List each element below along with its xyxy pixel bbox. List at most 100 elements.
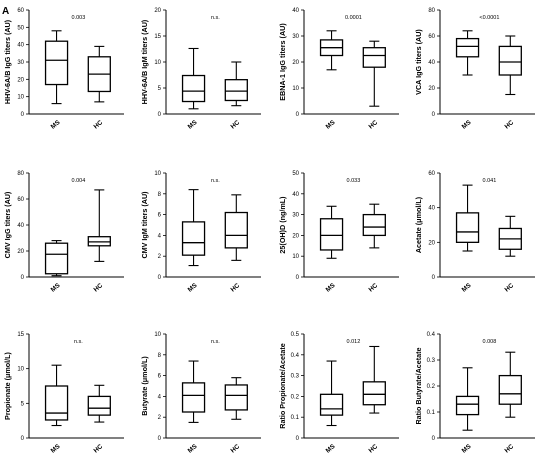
chart-9-ytick-label-1: 5 <box>21 401 25 407</box>
chart-3-hc-category-label: HC <box>368 119 380 131</box>
chart-1-pvalue: 0.003 <box>72 15 86 21</box>
chart-10-ms-box <box>181 382 206 413</box>
chart-5-ytick-label-0: 0 <box>21 275 25 281</box>
chart-1-ytick-label-0: 0 <box>21 112 25 118</box>
chart-7-pvalue: 0.033 <box>347 178 361 184</box>
chart-2-hc-box <box>224 79 248 102</box>
chart-11-ytick-label-3: 0.3 <box>291 374 300 380</box>
chart-5-ylabel: CMV IgG titers (AU) <box>3 191 12 258</box>
chart-2-ms-category-label: MS <box>187 119 199 131</box>
chart-5-ytick-label-2: 40 <box>17 223 24 229</box>
chart-4-ytick-label-0: 0 <box>432 112 436 118</box>
chart-11-ms-box <box>319 393 344 416</box>
chart-9-hc-category-label: HC <box>93 443 105 455</box>
chart-2-ytick-label-1: 5 <box>158 86 162 92</box>
chart-9-ytick-label-2: 10 <box>17 367 24 373</box>
chart-2-ytick-label-2: 10 <box>154 60 161 66</box>
chart-1-hc-category-label: HC <box>93 119 105 131</box>
chart-9-ytick-label-0: 0 <box>21 436 25 442</box>
chart-6-ms-category-label: MS <box>187 282 199 294</box>
chart-12-hc-box <box>498 374 522 405</box>
chart-6-ytick-label-0: 0 <box>158 275 162 281</box>
chart-10-hc-box <box>224 384 248 411</box>
chart-8-ylabel: Acetate (μmol/L) <box>414 196 423 253</box>
chart-3-pvalue: 0.0001 <box>345 15 362 21</box>
chart-7-hc-category-label: HC <box>368 282 380 294</box>
chart-9-ms-box <box>44 385 69 421</box>
chart-2-ytick-label-0: 0 <box>158 112 162 118</box>
chart-1-ms-box <box>44 40 69 86</box>
chart-3-hc-box <box>362 47 386 68</box>
chart-6-ms-box <box>181 221 206 256</box>
chart-1-ytick-label-1: 10 <box>17 95 24 101</box>
chart-8-ytick-label-2: 40 <box>428 206 435 212</box>
chart-6-ytick-label-2: 4 <box>158 233 162 239</box>
chart-5-ms-category-label: MS <box>50 282 62 294</box>
chart-4-ytick-label-4: 80 <box>428 8 435 14</box>
chart-1-ytick-label-5: 50 <box>17 25 24 31</box>
chart-11-ylabel: Ratio Propionate/Acetate <box>278 343 287 428</box>
chart-12-ytick-label-2: 0.2 <box>427 384 436 390</box>
chart-6-ytick-label-1: 2 <box>158 254 162 260</box>
chart-11-ms-category-label: MS <box>325 443 337 455</box>
chart-7-ytick-label-0: 0 <box>296 275 300 281</box>
chart-2-ms-box <box>181 74 206 103</box>
chart-2-pvalue: n.s. <box>211 15 220 21</box>
chart-4-ylabel: VCA IgG titers (AU) <box>414 29 423 95</box>
chart-8-ms-category-label: MS <box>461 282 473 294</box>
chart-5-ytick-label-3: 60 <box>17 197 24 203</box>
chart-1-ytick-label-6: 60 <box>17 8 24 14</box>
chart-12-hc-category-label: HC <box>504 443 516 455</box>
chart-3-ytick-label-2: 20 <box>292 60 299 66</box>
chart-5-pvalue: 0.004 <box>72 178 86 184</box>
chart-7-ytick-label-5: 50 <box>292 171 299 177</box>
chart-8-ytick-label-1: 20 <box>428 240 435 246</box>
chart-8-ytick-label-0: 0 <box>432 275 436 281</box>
chart-6-ylabel: CMV IgM titers (AU) <box>140 191 149 259</box>
chart-7-ytick-label-4: 40 <box>292 192 299 198</box>
chart-10-ytick-label-2: 4 <box>158 394 162 400</box>
chart-10-ylabel: Butyrate (μmol/L) <box>140 356 149 416</box>
chart-4-ytick-label-3: 60 <box>428 34 435 40</box>
chart-10-ytick-label-3: 6 <box>158 374 162 380</box>
chart-2-ytick-label-3: 15 <box>154 34 161 40</box>
chart-12-ytick-label-3: 0.3 <box>427 358 436 364</box>
chart-9-ytick-label-3: 15 <box>17 332 24 338</box>
chart-1-ytick-label-3: 30 <box>17 60 24 66</box>
chart-8-pvalue: 0.041 <box>483 178 497 184</box>
chart-7-hc-box <box>362 213 386 237</box>
chart-10-ytick-label-5: 10 <box>154 332 161 338</box>
chart-11-hc-box <box>362 381 386 406</box>
chart-2-ylabel: HHV-6A/B IgM titers (AU) <box>140 19 149 104</box>
chart-10-ytick-label-1: 2 <box>158 415 162 421</box>
chart-4-ms-box <box>455 37 480 58</box>
chart-11-hc-category-label: HC <box>368 443 380 455</box>
chart-7-ms-box <box>319 218 344 251</box>
chart-10-ms-category-label: MS <box>187 443 199 455</box>
chart-10-ytick-label-4: 8 <box>158 353 162 359</box>
chart-4-hc-category-label: HC <box>504 119 516 131</box>
chart-11-ytick-label-4: 0.4 <box>291 353 300 359</box>
chart-1-ytick-label-4: 40 <box>17 43 24 49</box>
chart-7-ytick-label-1: 10 <box>292 254 299 260</box>
chart-3-ylabel: EBNA-1 IgG titers (AU) <box>278 23 287 101</box>
chart-12-ytick-label-1: 0.1 <box>427 410 436 416</box>
chart-8-hc-category-label: HC <box>504 282 516 294</box>
chart-9-ms-category-label: MS <box>50 443 62 455</box>
chart-7-ytick-label-2: 20 <box>292 233 299 239</box>
chart-7-ytick-label-3: 30 <box>292 213 299 219</box>
chart-10-pvalue: n.s. <box>211 339 220 345</box>
chart-12-ytick-label-0: 0 <box>432 436 436 442</box>
chart-3-ytick-label-0: 0 <box>296 112 300 118</box>
chart-6-ytick-label-3: 6 <box>158 213 162 219</box>
chart-5-ytick-label-4: 80 <box>17 171 24 177</box>
chart-7-ms-category-label: MS <box>325 282 337 294</box>
chart-3-ytick-label-4: 40 <box>292 8 299 14</box>
chart-7-ylabel: 25(OH)D (ng/mL) <box>278 196 287 254</box>
chart-10-ytick-label-0: 0 <box>158 436 162 442</box>
chart-2-ytick-label-4: 20 <box>154 8 161 14</box>
chart-3-ytick-label-1: 10 <box>292 86 299 92</box>
chart-2-hc-category-label: HC <box>230 119 242 131</box>
chart-12-ytick-label-4: 0.4 <box>427 332 436 338</box>
